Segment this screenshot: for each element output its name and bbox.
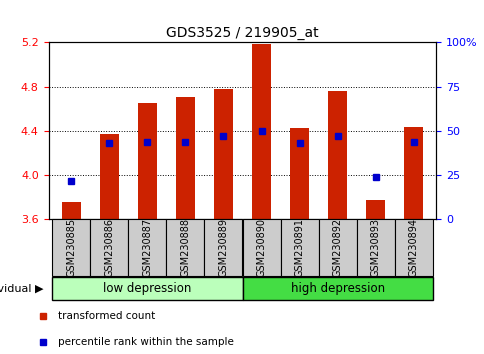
Bar bbox=[176, 97, 195, 219]
Bar bbox=[128, 219, 166, 276]
Text: GSM230894: GSM230894 bbox=[408, 218, 418, 277]
Bar bbox=[61, 202, 81, 219]
Bar bbox=[280, 219, 318, 276]
Text: GSM230887: GSM230887 bbox=[142, 218, 152, 278]
Text: GSM230888: GSM230888 bbox=[180, 218, 190, 277]
Text: transformed count: transformed count bbox=[58, 311, 155, 321]
Text: GSM230892: GSM230892 bbox=[332, 218, 342, 278]
Text: individual ▶: individual ▶ bbox=[0, 284, 44, 293]
Text: GSM230886: GSM230886 bbox=[104, 218, 114, 277]
Bar bbox=[166, 219, 204, 276]
Bar bbox=[100, 134, 119, 219]
Text: high depression: high depression bbox=[290, 282, 384, 295]
Bar bbox=[403, 126, 423, 219]
Bar bbox=[213, 89, 232, 219]
Bar bbox=[394, 219, 432, 276]
Text: GSM230889: GSM230889 bbox=[218, 218, 228, 277]
Text: GSM230893: GSM230893 bbox=[370, 218, 380, 277]
Title: GDS3525 / 219905_at: GDS3525 / 219905_at bbox=[166, 26, 318, 40]
Bar bbox=[52, 276, 242, 301]
Bar bbox=[252, 44, 271, 219]
Bar bbox=[204, 219, 242, 276]
Text: GSM230885: GSM230885 bbox=[66, 218, 76, 278]
Bar bbox=[289, 128, 308, 219]
Text: GSM230891: GSM230891 bbox=[294, 218, 304, 277]
Text: low depression: low depression bbox=[103, 282, 191, 295]
Bar bbox=[90, 219, 128, 276]
Bar bbox=[356, 219, 394, 276]
Bar bbox=[318, 219, 356, 276]
Bar bbox=[52, 219, 90, 276]
Bar bbox=[242, 276, 432, 301]
Bar bbox=[242, 219, 280, 276]
Bar bbox=[327, 91, 347, 219]
Bar bbox=[137, 103, 157, 219]
Bar bbox=[365, 200, 384, 219]
Text: percentile rank within the sample: percentile rank within the sample bbox=[58, 337, 234, 347]
Text: GSM230890: GSM230890 bbox=[256, 218, 266, 277]
